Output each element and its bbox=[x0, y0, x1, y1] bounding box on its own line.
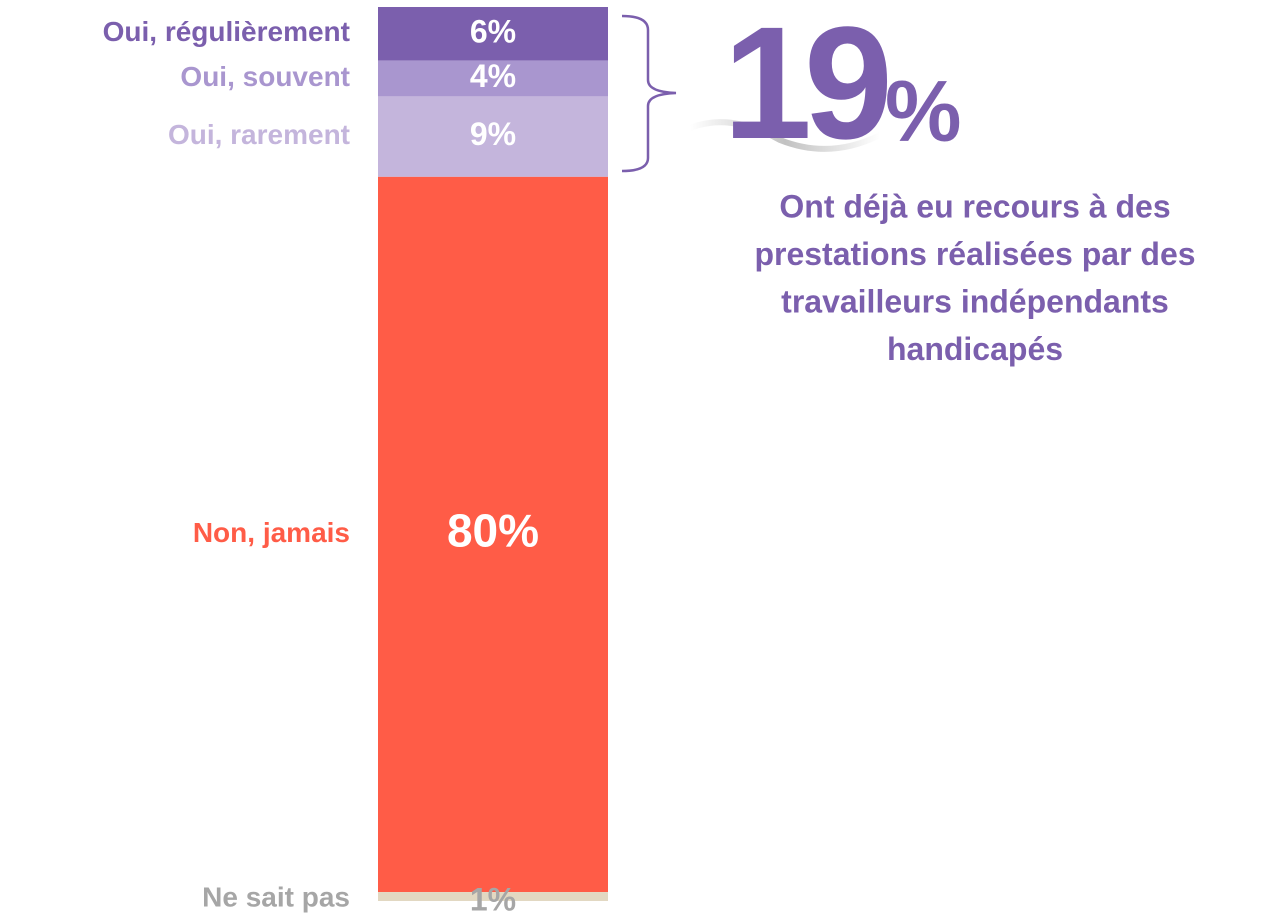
callout-text: Ont déjà eu recours à des bbox=[779, 188, 1170, 224]
callout-text: handicapés bbox=[887, 331, 1063, 367]
bar-segment bbox=[378, 7, 608, 61]
category-label: Ne sait pas bbox=[202, 881, 350, 912]
shadow-swoosh bbox=[688, 119, 882, 152]
value-label: 4% bbox=[470, 58, 516, 94]
category-label: Oui, souvent bbox=[180, 61, 350, 92]
bar-segment bbox=[378, 60, 608, 97]
bar-segment bbox=[378, 96, 608, 177]
bar-segment bbox=[378, 892, 608, 901]
value-label: 6% bbox=[470, 13, 516, 49]
callout-value: 19% bbox=[723, 0, 961, 172]
value-label: 80% bbox=[447, 505, 539, 557]
category-label: Oui, régulièrement bbox=[103, 16, 350, 47]
callout-unit: % bbox=[885, 64, 961, 160]
value-label: 9% bbox=[470, 116, 516, 152]
callout-number: 19 bbox=[723, 0, 888, 172]
value-label: 1% bbox=[470, 882, 516, 917]
category-label: Oui, rarement bbox=[168, 119, 350, 150]
callout-text: travailleurs indépendants bbox=[781, 283, 1169, 319]
bracket bbox=[621, 14, 677, 173]
category-label: Non, jamais bbox=[193, 517, 350, 548]
bar-segment bbox=[378, 176, 608, 893]
callout-text: prestations réalisées par des bbox=[754, 236, 1195, 272]
